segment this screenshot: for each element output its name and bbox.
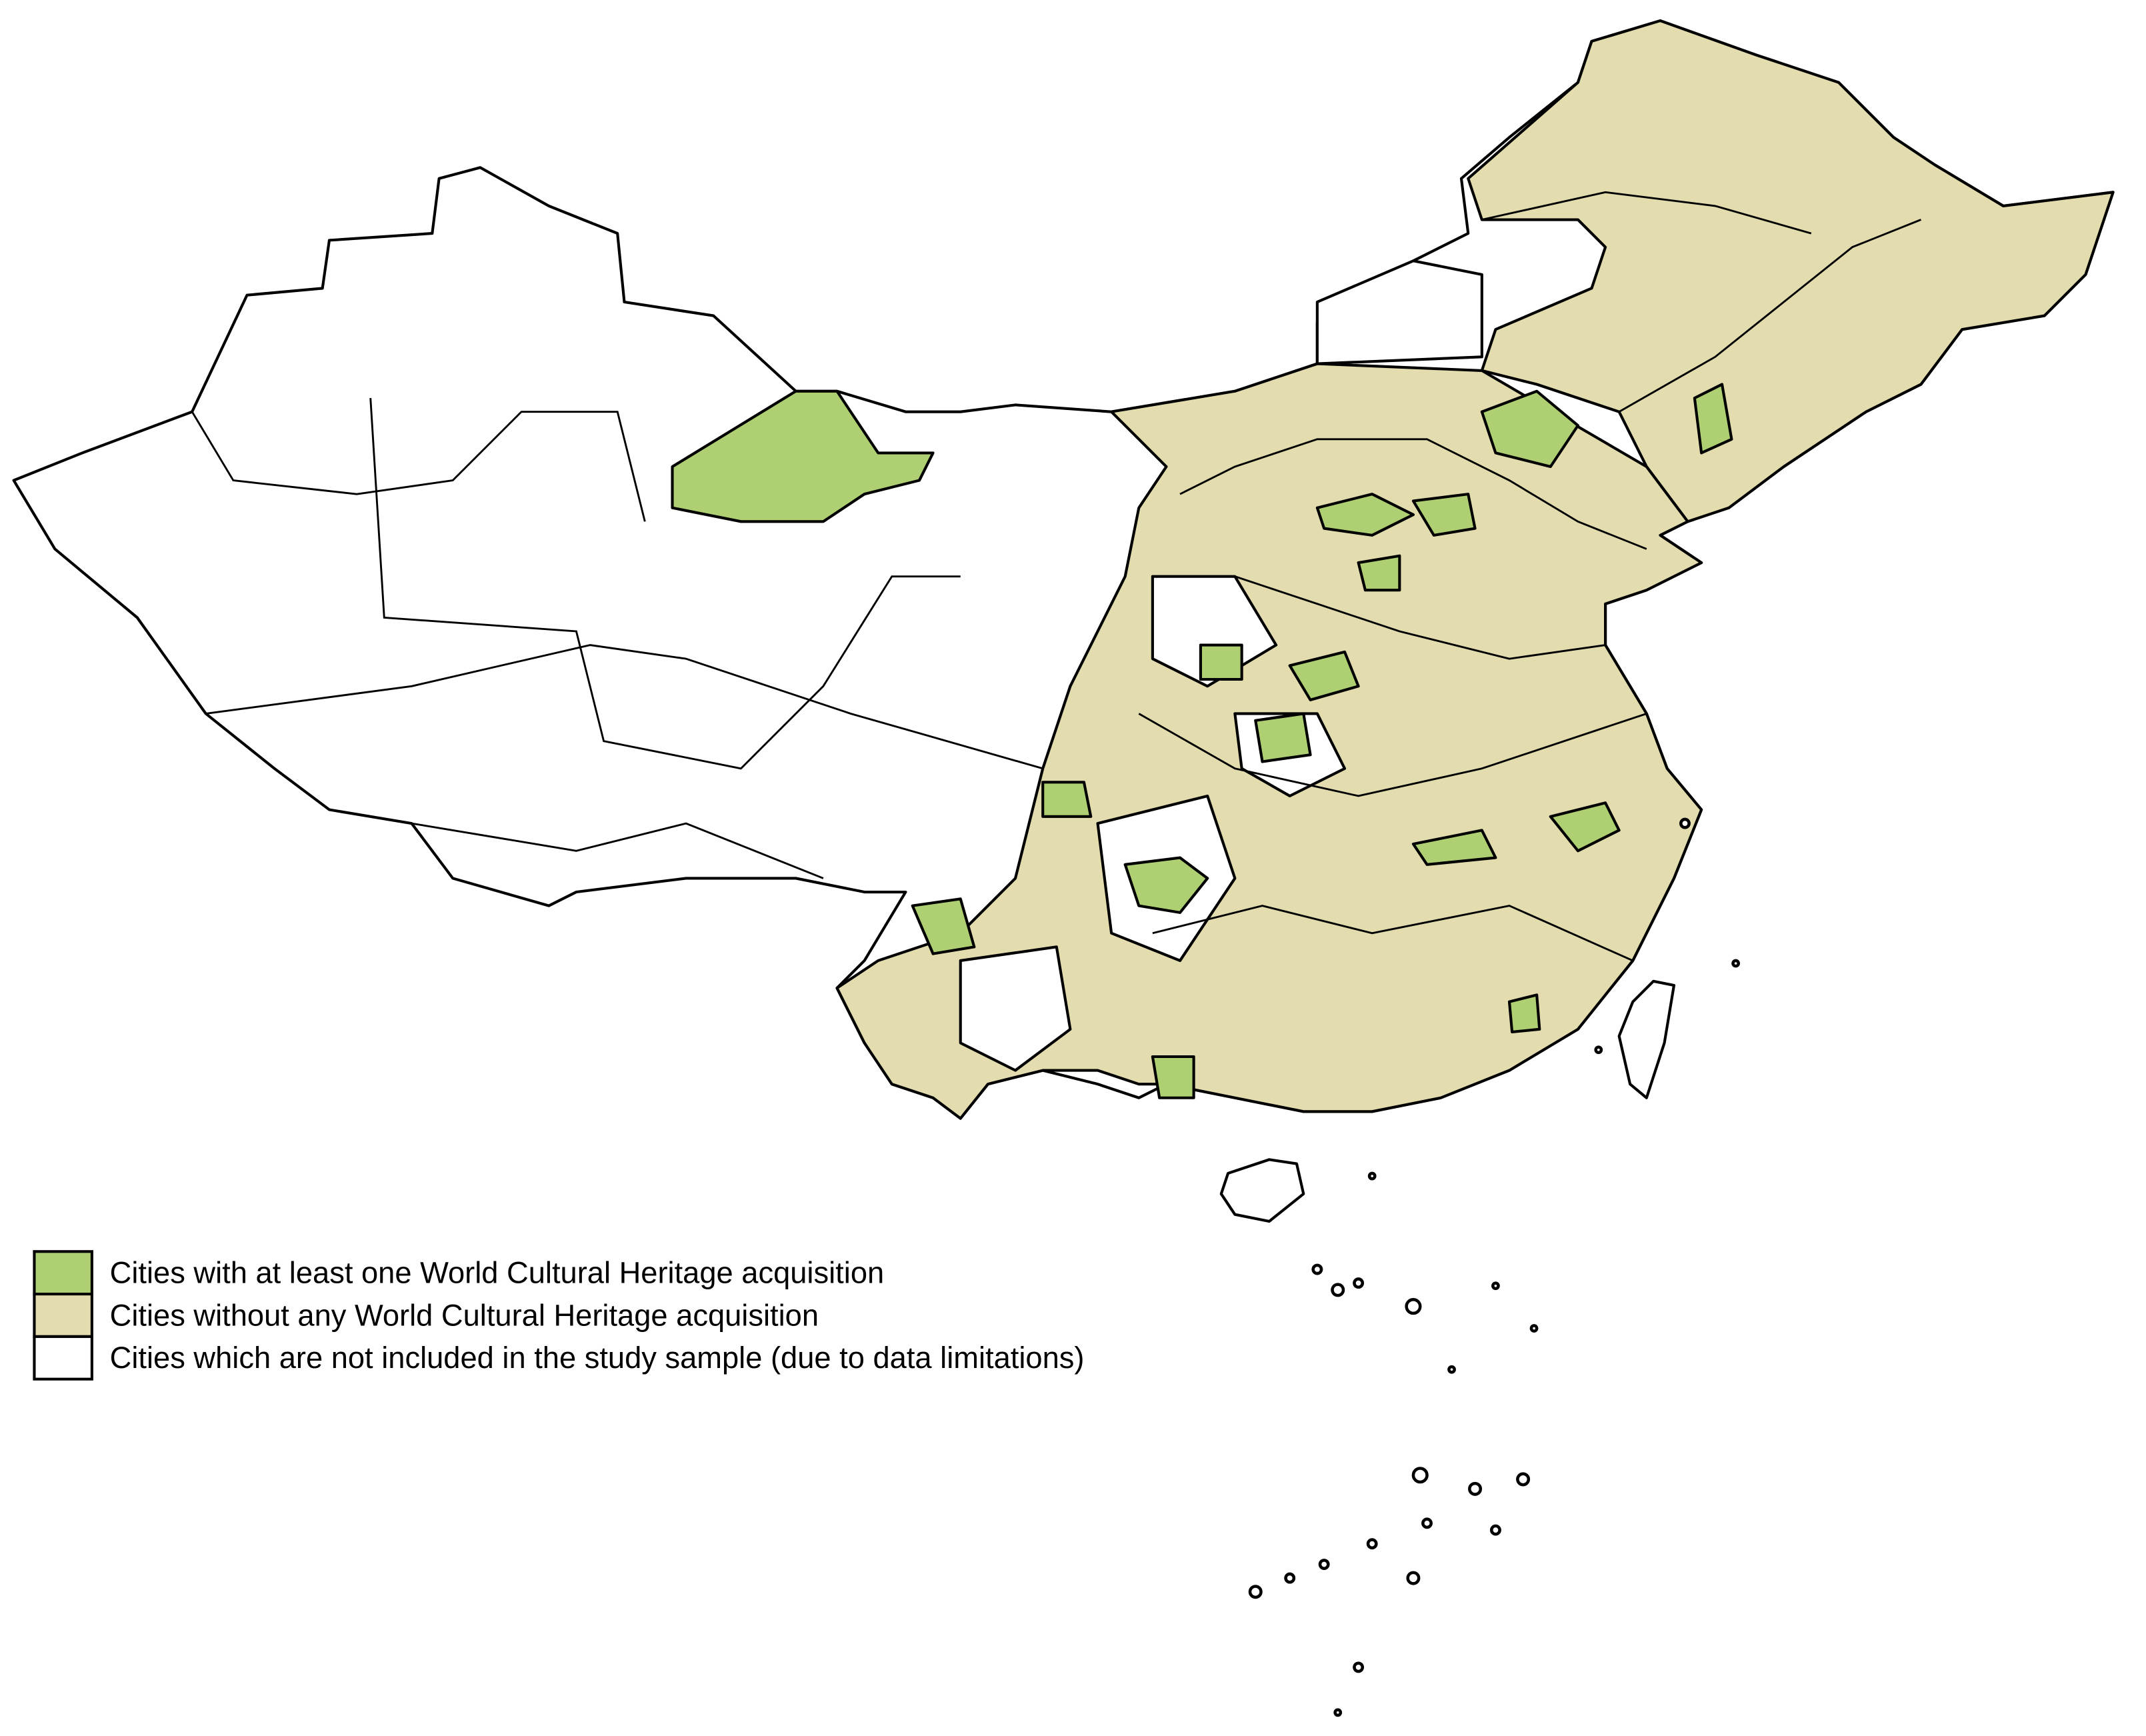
- islands: [1248, 817, 1740, 1717]
- region-heritage: [1549, 801, 1621, 853]
- region-heritage: [911, 897, 976, 955]
- island: [1311, 1263, 1323, 1275]
- region-heritage: [1411, 829, 1497, 866]
- island: [1491, 1281, 1500, 1291]
- legend-swatch: [33, 1335, 93, 1381]
- legend-swatch: [33, 1293, 93, 1338]
- region-heritage: [1199, 643, 1243, 681]
- legend-label: Cities without any World Cultural Herita…: [110, 1298, 819, 1332]
- island: [1447, 1365, 1456, 1374]
- island: [1594, 1045, 1603, 1055]
- island: [1421, 1517, 1433, 1529]
- island: [1405, 1298, 1422, 1315]
- region-heritage: [1411, 493, 1477, 537]
- island: [1248, 1585, 1263, 1599]
- island: [1331, 1283, 1345, 1297]
- boundary: [1234, 575, 1606, 660]
- boundary: [411, 822, 824, 879]
- island: [1489, 1524, 1501, 1536]
- boundary: [205, 644, 1043, 770]
- legend-label: Cities which are not included in the stu…: [110, 1341, 1085, 1375]
- island: [1353, 1661, 1365, 1673]
- region-heritage: [1288, 650, 1360, 701]
- boundary: [1481, 191, 1812, 235]
- boundary: [1138, 713, 1647, 797]
- region-northeast: [1467, 19, 2115, 523]
- region-heritage: [1151, 1055, 1195, 1099]
- island: [1353, 1277, 1365, 1289]
- island: [1679, 817, 1691, 829]
- legend-swatch: [33, 1250, 93, 1296]
- region-heritage: [1254, 712, 1312, 763]
- island: [1406, 1571, 1421, 1585]
- boundary: [1618, 219, 1921, 413]
- island-hainan: [1219, 1158, 1305, 1223]
- island: [1468, 1481, 1483, 1496]
- island-taiwan: [1617, 979, 1676, 1099]
- legend-label: Cities with at least one World Cultural …: [110, 1256, 885, 1290]
- region-excluded: [1315, 259, 1483, 365]
- region-heritage: [671, 389, 935, 523]
- map: [12, 19, 2115, 1717]
- island: [1318, 1559, 1330, 1570]
- island: [1333, 1708, 1343, 1717]
- boundary: [369, 397, 961, 770]
- island: [1529, 1324, 1539, 1333]
- boundary: [1152, 905, 1633, 962]
- island: [1731, 959, 1740, 968]
- island: [1411, 1467, 1429, 1484]
- legend: Cities with at least one World Cultural …: [33, 1250, 1085, 1381]
- region-heritage: [1507, 993, 1541, 1034]
- region-heritage: [1693, 383, 1733, 455]
- region-excluded: [959, 945, 1072, 1072]
- island: [1367, 1171, 1377, 1181]
- region-heritage: [1357, 554, 1401, 592]
- island: [1284, 1572, 1296, 1584]
- island: [1366, 1538, 1378, 1550]
- region-heritage: [1480, 389, 1579, 469]
- region-heritage: [1041, 781, 1093, 818]
- region-heritage: [1123, 856, 1209, 914]
- region-heritage: [1315, 493, 1415, 537]
- island: [1516, 1472, 1531, 1487]
- boundary: [191, 411, 646, 522]
- boundary: [1179, 438, 1647, 550]
